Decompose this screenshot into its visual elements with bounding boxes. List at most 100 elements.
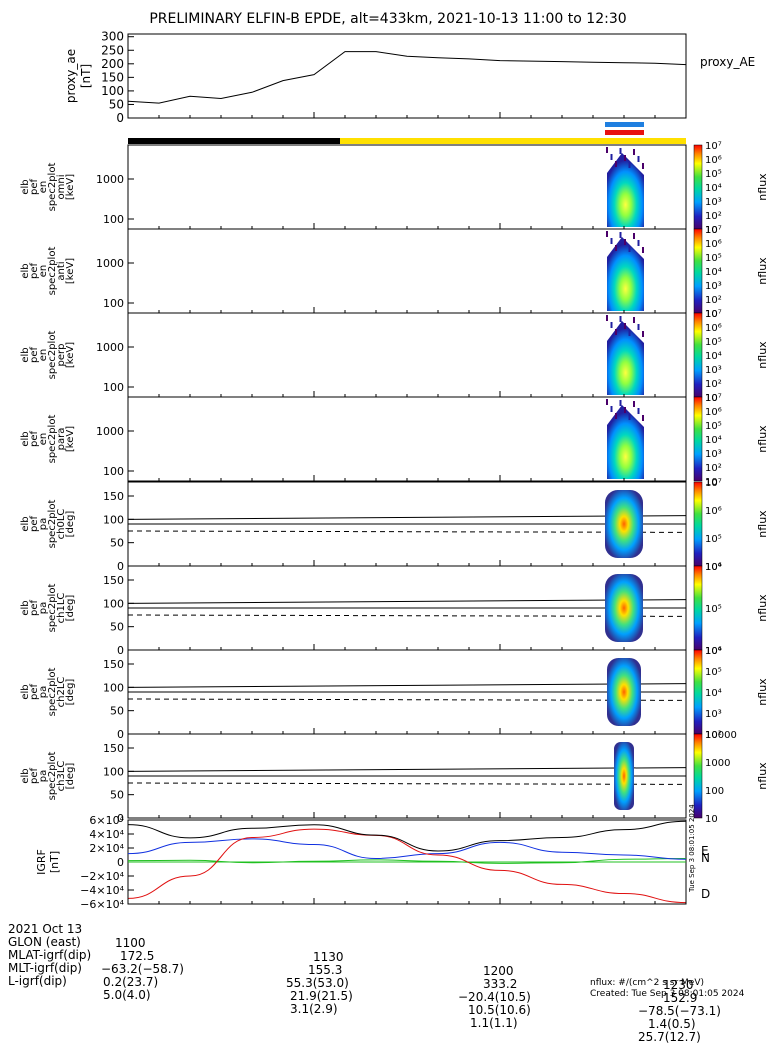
pitch-angle-y-label-line: pa xyxy=(38,602,49,614)
pitch-angle-colorbar-label: nflux xyxy=(756,762,769,790)
spectrogram-noise xyxy=(628,246,631,252)
igrf-y-tick-label: 2×10⁴ xyxy=(89,842,124,855)
spectrogram-y-label-line: pef xyxy=(29,263,40,280)
pitch-angle-y-label-line: elb xyxy=(20,516,31,531)
spectrogram-noise xyxy=(624,155,626,161)
spectrogram-y-tick-label: 100 xyxy=(103,381,124,394)
spectrogram-colorbar-tick: 10² xyxy=(705,463,722,474)
pitch-angle-colorbar xyxy=(693,649,703,735)
spectrogram-noise xyxy=(633,233,635,239)
pitch-angle-y-tick-label: 150 xyxy=(103,574,124,587)
footer-label: MLAT-igrf(dip) xyxy=(8,948,92,962)
loss-cone-line-top xyxy=(127,515,687,520)
pitch-angle-colorbar-tick: 10⁴ xyxy=(705,646,722,657)
spectrogram-noise xyxy=(619,400,622,406)
spectrogram-y-label-line: [keV] xyxy=(65,342,76,368)
pitch-angle-colorbar-tick: 10² xyxy=(705,730,722,741)
spectrogram-noise xyxy=(610,154,613,160)
pitch-angle-y-tick-label: 100 xyxy=(103,681,124,694)
pitch-angle-data xyxy=(605,490,643,558)
ae-panel-frame xyxy=(127,33,687,119)
footer-value: 21.9(21.5) xyxy=(290,989,353,1003)
spectrogram-noise xyxy=(628,330,631,336)
spectrogram-noise xyxy=(642,247,644,253)
spectrogram-colorbar xyxy=(693,396,703,482)
pitch-angle-y-tick-label: 50 xyxy=(110,621,124,634)
spectrogram-noise xyxy=(615,413,617,419)
spectrogram-y-tick-label: 100 xyxy=(103,465,124,478)
pitch-angle-colorbar-tick: 10³ xyxy=(705,709,722,720)
pitch-angle-colorbar-tick: 100 xyxy=(705,786,724,797)
igrf-y-label-line1: IGRF xyxy=(35,849,48,875)
ae-line xyxy=(127,51,687,104)
footer-value: 0.2(23.7) xyxy=(103,975,159,989)
pitch-angle-y-tick-label: 100 xyxy=(103,597,124,610)
footer-value: −78.5(−73.1) xyxy=(638,1004,721,1018)
pitch-angle-y-label-line: ch0LC xyxy=(56,509,67,540)
spectrogram-noise xyxy=(624,323,626,329)
spectrogram-y-label-line: spec2plot xyxy=(47,247,58,296)
units-note: nflux: #/(cm^2 s sr MeV) xyxy=(590,978,704,988)
spectrogram-noise xyxy=(606,147,608,153)
spectrogram-noise xyxy=(606,399,608,405)
footer-label: 2021 Oct 13 xyxy=(8,922,83,936)
ae-y-label: proxy_ae [nT] xyxy=(64,49,93,103)
pitch-angle-colorbar-label: nflux xyxy=(756,510,769,538)
spectrogram-data xyxy=(607,321,644,395)
pitch-angle-y-label-line: pa xyxy=(38,770,49,782)
pitch-angle-y-label-line: pef xyxy=(29,684,40,701)
spectrogram-noise xyxy=(619,316,622,322)
pitch-angle-colorbar xyxy=(693,733,703,819)
pitch-angle-y-tick-label: 0 xyxy=(117,560,124,573)
ae-y-tick-label: 250 xyxy=(101,43,124,57)
footer-value: 10.5(10.6) xyxy=(468,1003,531,1017)
spectrogram-noise xyxy=(633,149,635,155)
pitch-angle-panels: 050100150elbpefpaspec2plotch0LC[deg]10⁴1… xyxy=(20,478,769,825)
pitch-angle-y-label-line: spec2plot xyxy=(47,752,58,801)
spectrogram-colorbar-tick: 10 xyxy=(705,309,718,320)
pitch-angle-colorbar xyxy=(693,565,703,651)
footer-value: 25.7(12.7) xyxy=(638,1030,701,1044)
pitch-angle-colorbar-tick: 10 xyxy=(705,814,718,825)
ae-y-tick-label: 100 xyxy=(101,84,124,98)
footer-value: 333.2 xyxy=(483,977,518,991)
ae-y-tick-label: 150 xyxy=(101,70,124,84)
pitch-angle-y-label-line: pef xyxy=(29,516,40,533)
spectrogram-noise xyxy=(615,161,617,167)
spectrogram-y-label-line: en xyxy=(38,181,49,194)
pitch-angle-panel: 050100150elbpefpaspec2plotch0LC[deg]10⁴1… xyxy=(20,478,769,573)
spectrogram-y-label-line: perp xyxy=(56,344,67,367)
igrf-y-tick-label: −4×10⁴ xyxy=(80,884,124,897)
igrf-legend-d: D xyxy=(701,887,710,901)
pitch-angle-y-tick-label: 50 xyxy=(110,705,124,718)
spectrogram-y-tick-label: 1000 xyxy=(96,341,124,354)
footer-label: GLON (east) xyxy=(8,935,81,949)
spectrogram-panels: 1001000elbpefenspec2plotomni[keV]1010²10… xyxy=(20,141,769,488)
spectrogram-frame xyxy=(127,144,687,230)
pitch-angle-y-tick-label: 50 xyxy=(110,537,124,550)
spectrogram-colorbar-label: nflux xyxy=(756,257,769,285)
pitch-angle-y-tick-label: 50 xyxy=(110,789,124,802)
pitch-angle-y-label-line: [deg] xyxy=(65,763,76,790)
spectrogram-y-tick-label: 100 xyxy=(103,297,124,310)
spectrogram-colorbar xyxy=(693,312,703,398)
pitch-angle-y-label-line: [deg] xyxy=(65,511,76,538)
created-stamp: Created: Tue Sep 3 08:01:05 2024 xyxy=(590,989,745,999)
pitch-angle-y-tick-label: 100 xyxy=(103,765,124,778)
spectrogram-noise xyxy=(628,414,631,420)
spectrogram-noise xyxy=(637,324,640,330)
pitch-angle-colorbar-tick: 10⁷ xyxy=(705,478,722,489)
spectrogram-y-label-line: [keV] xyxy=(65,174,76,200)
spectrogram-colorbar-tick: 10 xyxy=(705,393,718,404)
spectrogram-noise xyxy=(606,231,608,237)
spectrogram-y-label-line: [keV] xyxy=(65,426,76,452)
spectrogram-noise xyxy=(619,148,622,154)
spectrogram-data xyxy=(607,153,644,227)
spectrogram-noise xyxy=(633,401,635,407)
igrf-line-total xyxy=(127,820,687,852)
pitch-angle-colorbar-tick: 10⁶ xyxy=(705,506,722,517)
pitch-angle-y-label-line: ch1LC xyxy=(56,593,67,624)
